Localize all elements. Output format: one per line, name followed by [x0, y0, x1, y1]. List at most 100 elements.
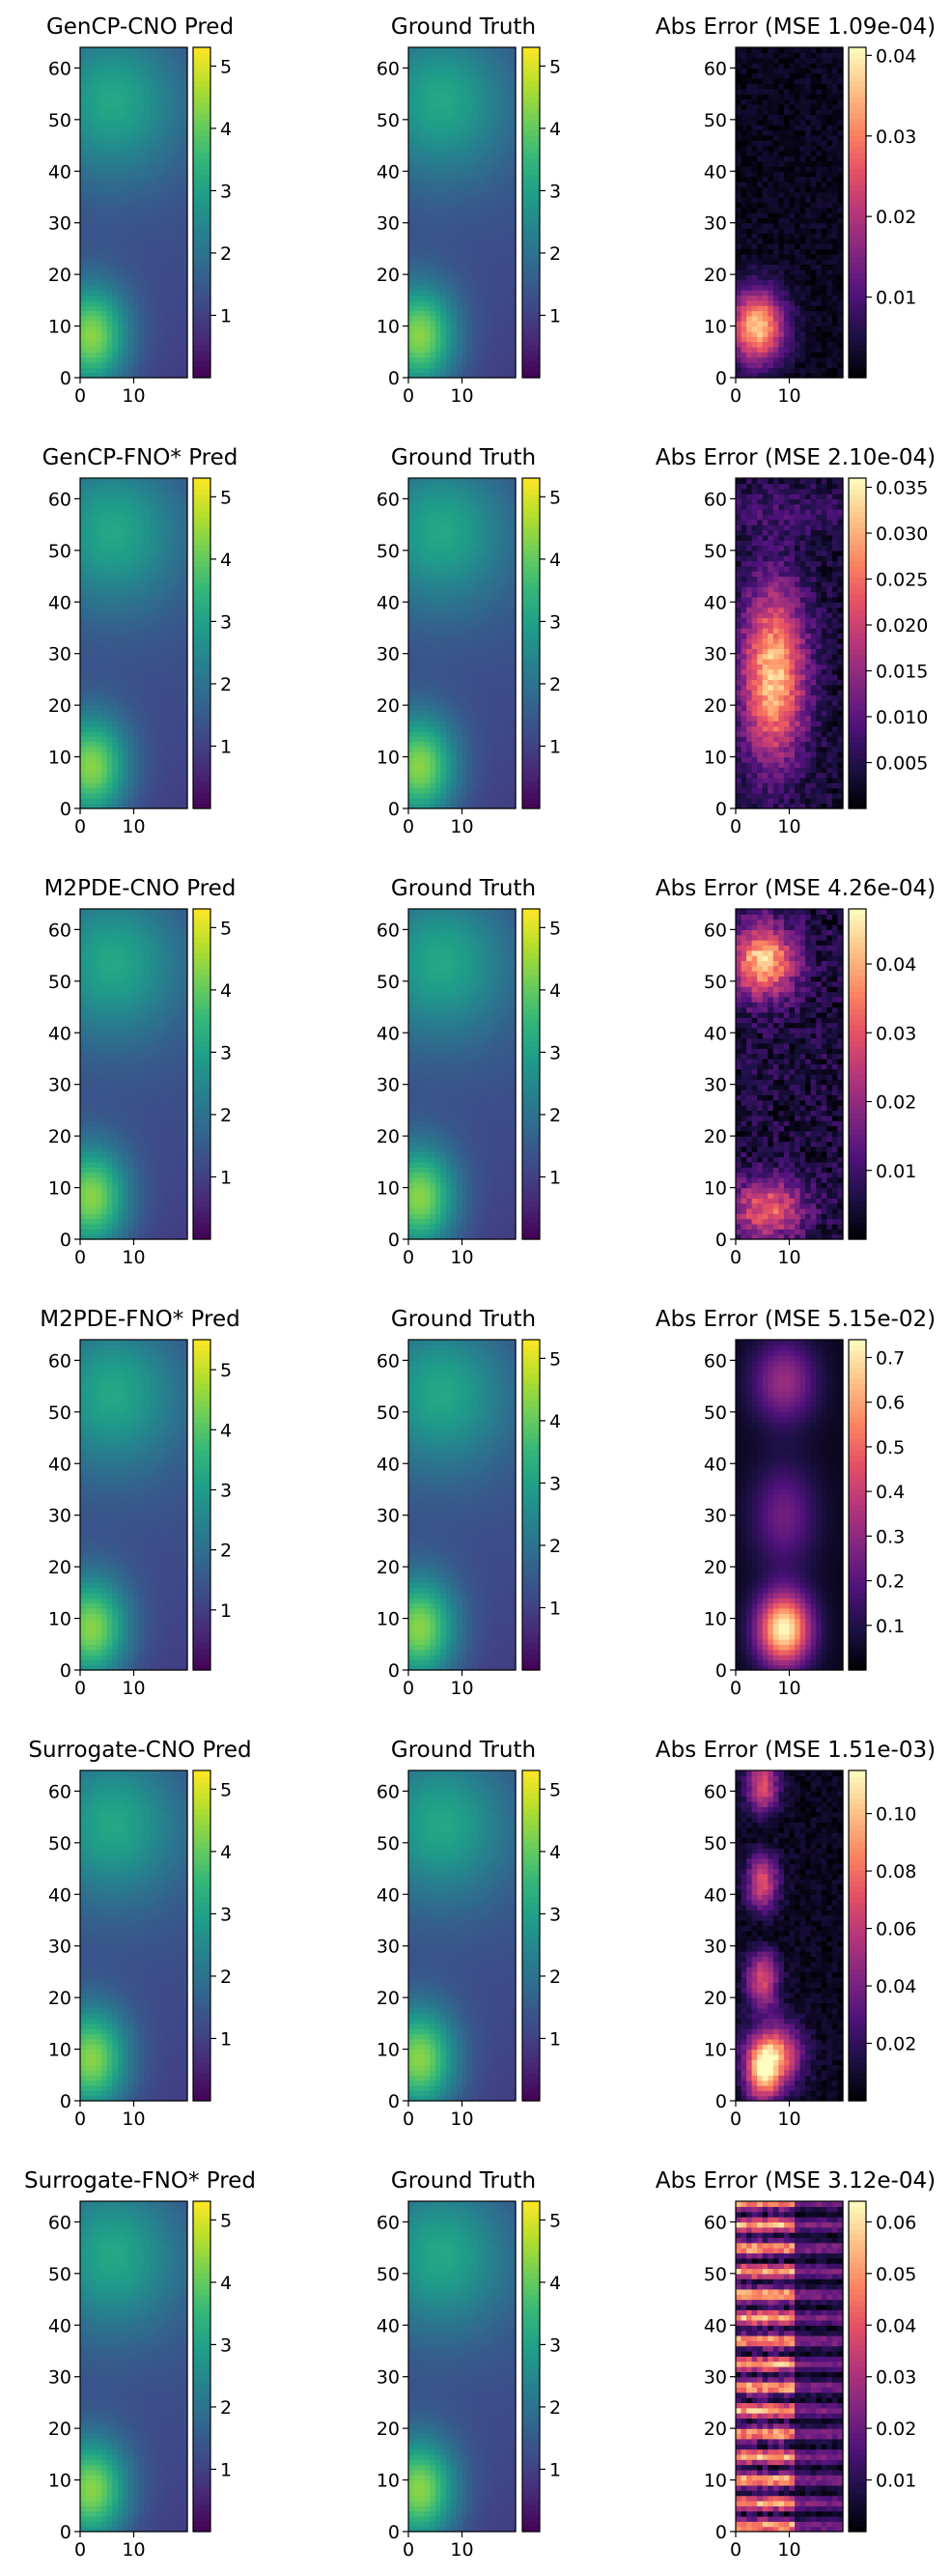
- heatmap-cell: [789, 217, 796, 224]
- heatmap-cell: [419, 140, 426, 147]
- heatmap-cell: [472, 356, 479, 363]
- heatmap-cell: [160, 207, 167, 213]
- heatmap-cell: [85, 761, 92, 768]
- heatmap-cell: [493, 207, 500, 213]
- heatmap-cell: [160, 176, 167, 183]
- heatmap-cell: [127, 253, 135, 260]
- heatmap-cell: [778, 119, 785, 126]
- heatmap-cell: [434, 330, 441, 337]
- heatmap-cell: [133, 591, 140, 598]
- heatmap-cell: [504, 134, 512, 141]
- heatmap-cell: [816, 274, 823, 281]
- colorbar-tick-label: 3: [220, 181, 232, 202]
- heatmap-cell: [139, 47, 146, 53]
- heatmap-cell: [783, 160, 791, 167]
- heatmap-cell: [816, 99, 823, 105]
- heatmap-cell: [96, 305, 102, 312]
- heatmap-cell: [783, 78, 791, 84]
- heatmap-cell: [434, 68, 441, 74]
- heatmap-cell: [434, 78, 441, 84]
- heatmap-cell: [80, 150, 87, 156]
- heatmap-cell: [139, 591, 146, 598]
- heatmap-cell: [413, 114, 420, 121]
- colorbar-segment: [522, 47, 540, 54]
- heatmap-cell: [160, 299, 167, 306]
- heatmap-cell: [424, 72, 431, 79]
- heatmap-cell: [831, 238, 839, 244]
- heatmap-cell: [504, 305, 512, 312]
- heatmap-cell: [746, 72, 753, 79]
- heatmap-cell: [171, 191, 178, 198]
- heatmap-cell: [419, 248, 426, 255]
- heatmap-cell: [117, 690, 124, 696]
- heatmap-cell: [795, 47, 801, 53]
- heatmap-cell: [154, 83, 161, 90]
- heatmap-cell: [182, 264, 188, 270]
- heatmap-cell: [160, 212, 167, 218]
- heatmap-cell: [816, 196, 823, 203]
- heatmap-cell: [176, 710, 183, 717]
- heatmap-cell: [489, 129, 495, 136]
- heatmap-cell: [96, 699, 102, 706]
- heatmap-cell: [805, 217, 812, 224]
- heatmap-cell: [736, 78, 742, 84]
- heatmap-cell: [80, 725, 87, 732]
- heatmap-cell: [133, 99, 140, 105]
- heatmap-cell: [80, 330, 87, 337]
- heatmap-cell: [123, 134, 129, 141]
- heatmap-cell: [127, 756, 135, 763]
- heatmap-cell: [805, 63, 812, 69]
- heatmap-cell: [741, 305, 747, 312]
- heatmap-cell: [746, 346, 753, 353]
- heatmap-cell: [837, 290, 844, 297]
- heatmap-cell: [483, 94, 489, 100]
- heatmap-cell: [478, 233, 485, 240]
- heatmap-cell: [826, 78, 833, 84]
- heatmap-cell: [746, 299, 753, 306]
- heatmap-cell: [467, 321, 474, 327]
- heatmap-cell: [165, 330, 172, 337]
- heatmap-cell: [493, 52, 500, 59]
- heatmap-cell: [493, 356, 500, 363]
- heatmap-cell: [741, 372, 747, 379]
- heatmap-cell: [493, 78, 500, 84]
- heatmap-cell: [783, 125, 791, 131]
- colorbar-segment: [193, 339, 210, 346]
- heatmap-cell: [795, 156, 801, 162]
- heatmap-cell: [757, 94, 764, 100]
- colorbar-segment: [522, 317, 540, 324]
- heatmap-cell: [91, 792, 98, 799]
- heatmap-cell: [805, 156, 812, 162]
- heatmap-cell: [430, 191, 436, 198]
- heatmap-cell: [413, 83, 420, 90]
- heatmap-cell: [816, 181, 823, 187]
- heatmap-cell: [757, 68, 764, 74]
- heatmap-cell: [80, 736, 87, 743]
- heatmap-cell: [778, 160, 785, 167]
- heatmap-cell: [762, 109, 769, 116]
- heatmap-cell: [826, 72, 833, 79]
- heatmap-cell: [762, 202, 769, 209]
- heatmap-cell: [736, 119, 742, 126]
- heatmap-cell: [117, 94, 124, 100]
- heatmap-cell: [91, 659, 98, 665]
- heatmap-cell: [101, 222, 108, 229]
- heatmap-cell: [101, 134, 108, 141]
- heatmap-cell: [483, 299, 489, 306]
- heatmap-cell: [837, 156, 844, 162]
- heatmap-cell: [182, 217, 188, 224]
- heatmap-cell: [182, 78, 188, 84]
- heatmap-cell: [504, 88, 512, 95]
- heatmap-cell: [91, 125, 98, 131]
- heatmap-cell: [483, 165, 489, 172]
- heatmap-cell: [127, 668, 135, 675]
- heatmap-cell: [810, 321, 817, 327]
- heatmap-cell: [489, 140, 495, 147]
- heatmap-cell: [489, 57, 495, 64]
- heatmap-cell: [768, 171, 774, 178]
- heatmap-cell: [821, 72, 827, 79]
- heatmap-cell: [165, 181, 172, 187]
- heatmap-cell: [736, 361, 742, 368]
- colorbar-segment: [849, 146, 866, 153]
- heatmap-cell: [154, 264, 161, 270]
